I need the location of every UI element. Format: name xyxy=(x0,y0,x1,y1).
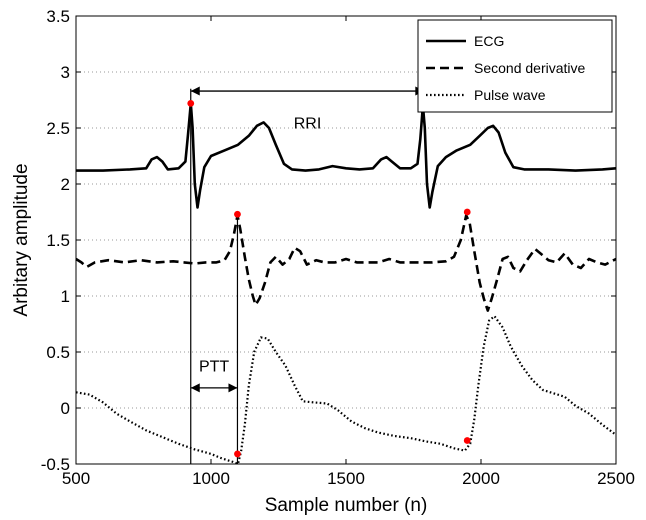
annotation-vertical-lines xyxy=(190,88,425,464)
y-tick-label: 2 xyxy=(61,175,70,194)
arrow-head-left xyxy=(190,86,200,96)
x-tick-label: 1000 xyxy=(192,469,230,488)
grid-lines xyxy=(76,71,616,409)
series-line-second-derivative xyxy=(75,214,617,312)
peak-marker xyxy=(187,99,195,107)
x-axis-label: Sample number (n) xyxy=(265,495,428,516)
y-tick-label: 0.5 xyxy=(46,343,70,362)
series-lines xyxy=(75,102,617,466)
annotations: RRI PTT xyxy=(190,86,425,393)
legend: ECG Second derivative Pulse wave xyxy=(417,19,613,113)
y-tick-label: 2.5 xyxy=(46,119,70,138)
legend-label: Second derivative xyxy=(474,60,586,76)
series-line-pulse-wave xyxy=(75,315,617,466)
axis-ticks: -0.5 0 0.5 1 1.5 2 2.5 3 3.5 500 1000 1500 2000 2500 xyxy=(41,7,635,488)
peak-marker xyxy=(234,210,241,218)
y-axis-label: Arbitary amplitude xyxy=(11,163,32,316)
arrow-head-left xyxy=(190,383,200,393)
y-tick-label: 3 xyxy=(61,63,70,82)
legend-box xyxy=(417,19,613,113)
annotation-label-ptt: PTT xyxy=(199,358,229,375)
x-tick-label: 2000 xyxy=(462,469,500,488)
y-tick-label: -0.5 xyxy=(41,455,70,474)
y-tick-label: 1.5 xyxy=(46,231,70,250)
x-tick-label: 500 xyxy=(62,469,90,488)
legend-label: Pulse wave xyxy=(474,87,546,103)
y-tick-label: 1 xyxy=(61,287,70,306)
annotation-label-rri: RRI xyxy=(294,115,322,132)
arrow-head-right xyxy=(228,383,238,393)
legend-label: ECG xyxy=(474,33,504,49)
peak-marker xyxy=(463,437,471,444)
y-tick-label: 3.5 xyxy=(46,7,70,26)
x-tick-label: 1500 xyxy=(327,469,365,488)
peak-marker xyxy=(234,450,241,458)
peak-marker xyxy=(463,208,471,216)
series-line-ecg xyxy=(76,102,617,209)
y-tick-label: 0 xyxy=(61,399,70,418)
x-tick-label: 2500 xyxy=(597,469,635,488)
